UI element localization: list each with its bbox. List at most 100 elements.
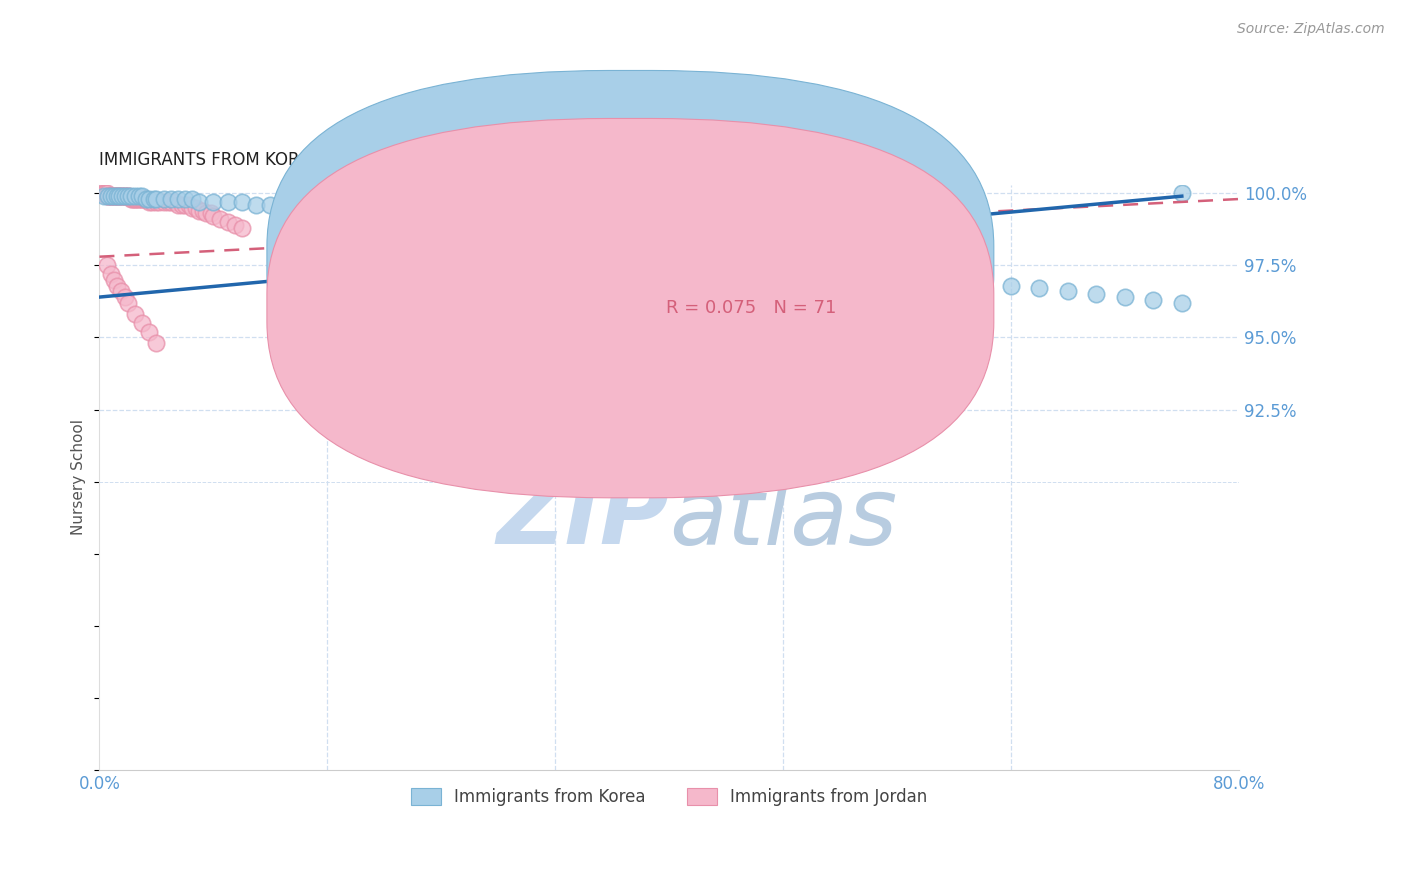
Point: [1171, 296, 1194, 310]
Point: [373, 212, 395, 227]
Point: [103, 189, 125, 203]
Point: [114, 290, 136, 304]
Point: [108, 189, 131, 203]
Point: [458, 220, 481, 235]
Point: [245, 198, 267, 212]
Point: [100, 267, 122, 281]
Point: [112, 189, 135, 203]
Point: [217, 194, 239, 209]
Point: [972, 276, 994, 290]
Point: [166, 192, 188, 206]
Point: [124, 189, 146, 203]
Point: [152, 192, 174, 206]
Point: [1057, 285, 1080, 299]
Point: [132, 192, 155, 206]
Point: [135, 192, 157, 206]
Point: [344, 206, 367, 220]
Point: [110, 189, 132, 203]
Point: [181, 201, 204, 215]
Point: [914, 273, 936, 287]
Point: [94, 186, 117, 201]
Point: [124, 192, 146, 206]
Point: [166, 198, 188, 212]
Point: [138, 192, 160, 206]
Point: [128, 189, 150, 203]
Point: [330, 206, 353, 220]
Point: [886, 269, 908, 284]
Text: ZIP: ZIP: [496, 472, 669, 565]
Point: [186, 201, 208, 215]
Point: [288, 201, 311, 215]
Point: [159, 192, 181, 206]
Point: [202, 194, 225, 209]
Point: [100, 189, 122, 203]
Point: [1028, 281, 1050, 295]
Point: [170, 198, 193, 212]
Point: [114, 189, 136, 203]
Point: [402, 215, 425, 229]
Text: R = 0.075   N = 71: R = 0.075 N = 71: [665, 299, 837, 317]
Point: [97, 189, 120, 203]
Point: [188, 194, 211, 209]
Point: [134, 192, 156, 206]
Text: R = 0.308   N = 64: R = 0.308 N = 64: [665, 250, 837, 268]
Point: [430, 218, 453, 232]
Point: [224, 218, 246, 232]
Point: [231, 220, 253, 235]
Point: [120, 192, 142, 206]
Point: [96, 258, 118, 272]
Point: [105, 189, 128, 203]
Point: [105, 189, 128, 203]
Point: [600, 238, 623, 252]
FancyBboxPatch shape: [267, 70, 994, 450]
Point: [1171, 186, 1194, 201]
Point: [138, 325, 160, 339]
Point: [658, 244, 681, 258]
Point: [156, 194, 179, 209]
Point: [942, 273, 965, 287]
Point: [111, 189, 134, 203]
Point: [110, 285, 132, 299]
Point: [125, 192, 148, 206]
Point: [200, 206, 222, 220]
Point: [630, 241, 652, 255]
Point: [1085, 287, 1108, 301]
Point: [1114, 290, 1136, 304]
Text: IMMIGRANTS FROM KOREA VS IMMIGRANTS FROM JORDAN NURSERY SCHOOL CORRELATION CHART: IMMIGRANTS FROM KOREA VS IMMIGRANTS FROM…: [100, 151, 929, 169]
Point: [1142, 293, 1164, 307]
Text: atlas: atlas: [669, 473, 897, 564]
Point: [217, 215, 239, 229]
Point: [110, 189, 132, 203]
Point: [115, 189, 138, 203]
Point: [302, 201, 325, 215]
Point: [686, 247, 709, 261]
Point: [858, 264, 880, 278]
Point: [135, 192, 157, 206]
Point: [145, 192, 167, 206]
Point: [100, 189, 122, 203]
Point: [772, 255, 794, 269]
Point: [145, 336, 167, 351]
Point: [103, 189, 125, 203]
Point: [173, 192, 195, 206]
Point: [101, 189, 124, 203]
Point: [107, 189, 129, 203]
Point: [188, 203, 211, 218]
Point: [572, 235, 595, 250]
Point: [714, 250, 737, 264]
Point: [98, 189, 121, 203]
Point: [202, 210, 225, 224]
FancyBboxPatch shape: [583, 235, 903, 343]
Point: [122, 192, 145, 206]
Point: [124, 307, 146, 321]
Point: [131, 189, 153, 203]
Point: [114, 189, 136, 203]
Point: [744, 252, 766, 267]
Point: [104, 189, 127, 203]
Point: [179, 198, 201, 212]
Point: [128, 192, 150, 206]
Point: [97, 189, 120, 203]
Point: [118, 189, 141, 203]
Point: [91, 186, 114, 201]
Point: [193, 203, 215, 218]
